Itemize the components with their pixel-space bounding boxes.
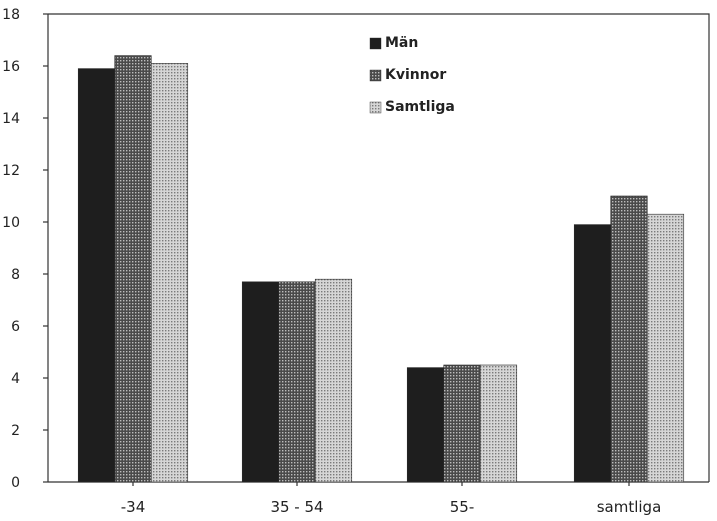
bar-samtliga-3	[646, 213, 685, 483]
bar-kvinnor-3	[610, 195, 648, 483]
bar-mn-3	[573, 224, 612, 483]
bars-group	[77, 55, 685, 483]
bar-mn-1	[241, 281, 280, 483]
y-tick-label: 2	[11, 423, 20, 439]
legend-label-0: Män	[385, 35, 418, 51]
y-tick-label: 4	[11, 371, 20, 387]
bar-kvinnor-0	[114, 55, 152, 483]
y-tick-label: 6	[11, 319, 20, 335]
y-tick-label: 16	[2, 59, 20, 75]
bar-samtliga-0	[150, 63, 189, 483]
x-axis: -34 35 - 54 55- samtliga	[121, 482, 662, 516]
y-tick-label: 8	[11, 267, 20, 283]
legend-swatch-1	[369, 69, 382, 82]
y-tick-label: 12	[2, 163, 20, 179]
legend: Män Kvinnor Samtliga	[369, 35, 455, 115]
bar-kvinnor-1	[278, 281, 316, 483]
y-tick-label: 18	[2, 7, 20, 23]
y-tick-label: 10	[2, 215, 20, 231]
bar-samtliga-2	[479, 364, 518, 483]
bar-mn-2	[406, 367, 445, 483]
x-tick-label: -34	[121, 498, 146, 516]
plot-border	[48, 13, 710, 482]
legend-label-1: Kvinnor	[385, 67, 446, 83]
x-tick-label: samtliga	[597, 498, 662, 516]
bar-mn-0	[77, 68, 116, 483]
x-tick-label: 35 - 54	[270, 498, 323, 516]
bar-samtliga-1	[314, 278, 353, 483]
x-tick-label: 55-	[450, 498, 475, 516]
legend-swatch-0	[369, 37, 382, 50]
legend-swatch-2	[369, 101, 382, 114]
y-axis: 0 2 4 6 8 10 12 14 16 18	[2, 7, 48, 491]
legend-label-2: Samtliga	[385, 99, 455, 115]
y-tick-label: 0	[11, 475, 20, 491]
y-tick-label: 14	[2, 111, 20, 127]
bar-kvinnor-2	[443, 364, 481, 483]
